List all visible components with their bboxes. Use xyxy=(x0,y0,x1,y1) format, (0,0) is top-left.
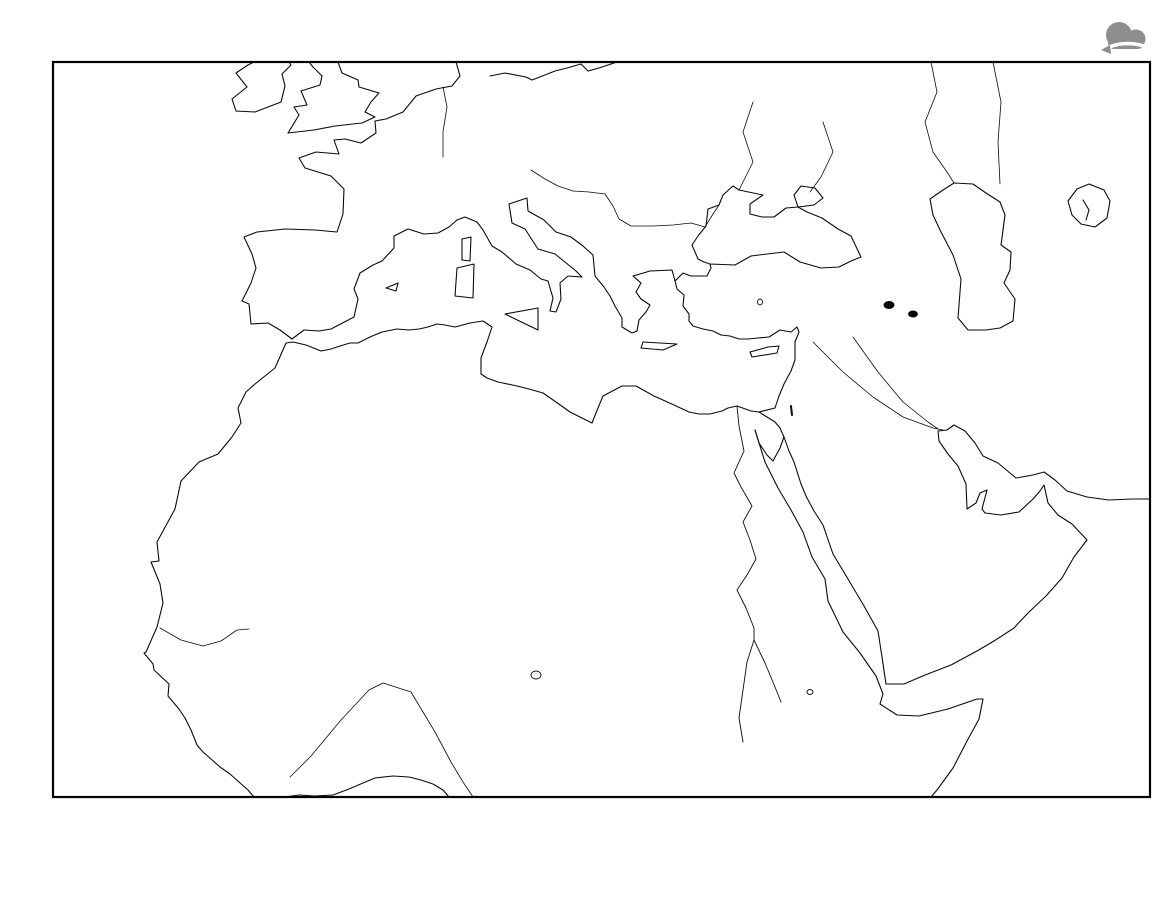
river-niger xyxy=(289,682,474,797)
island-corsica xyxy=(461,236,472,262)
river-euphrates xyxy=(812,341,944,431)
coastline-azov xyxy=(793,185,824,208)
coastline-red-sea-west xyxy=(754,429,984,797)
river-ural xyxy=(992,62,1002,185)
island-sardinia xyxy=(454,263,475,299)
coastline-caspian-sea xyxy=(929,182,1016,331)
lake-urmia xyxy=(908,310,918,318)
coastline-aegean-africa xyxy=(143,280,800,797)
river-don xyxy=(809,121,834,193)
coastline-baltic xyxy=(489,62,618,81)
island-cyprus xyxy=(749,345,780,358)
dead-sea xyxy=(790,405,793,416)
coastline-europe xyxy=(241,62,676,340)
coastline-arabia xyxy=(783,424,1150,685)
cloud-arrow-icon xyxy=(1101,22,1148,54)
geography-layer xyxy=(143,62,1150,797)
coastline-gulf-of-guinea xyxy=(284,775,450,797)
island-crete xyxy=(640,341,678,351)
rivers xyxy=(159,62,1002,797)
coastline-ireland xyxy=(231,62,292,113)
seevccc-logo xyxy=(1093,14,1155,60)
coastline-aral-sea xyxy=(1067,183,1111,228)
map-frame xyxy=(51,60,1152,799)
lakes xyxy=(530,298,918,695)
island-mallorca xyxy=(385,282,399,292)
lake-tana xyxy=(806,689,814,695)
river-nile xyxy=(733,405,782,743)
river-rhine xyxy=(442,86,448,158)
coastline-black-sea xyxy=(691,185,862,269)
river-tigris xyxy=(852,336,939,430)
island-sicily xyxy=(504,307,539,331)
river-volga xyxy=(924,62,955,184)
coastline-britain xyxy=(287,62,380,134)
coastline-sinai xyxy=(754,411,785,462)
coastline-marmara xyxy=(674,263,712,282)
river-senegal xyxy=(159,627,250,647)
river-dnieper xyxy=(738,101,754,191)
lake-tuz xyxy=(757,298,763,306)
lake-chad xyxy=(530,670,542,680)
lake-van xyxy=(883,301,895,309)
river-danube xyxy=(530,169,720,228)
